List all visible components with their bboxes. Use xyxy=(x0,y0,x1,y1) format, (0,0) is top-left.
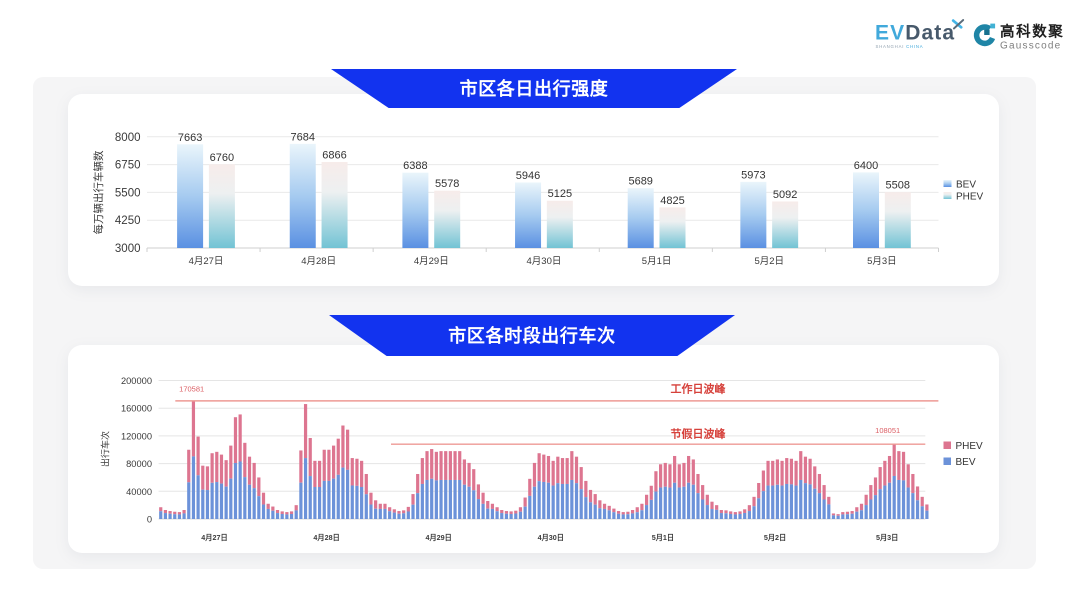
svg-text:BEV: BEV xyxy=(956,180,976,191)
svg-text:4月30日: 4月30日 xyxy=(538,533,564,542)
svg-text:4月30日: 4月30日 xyxy=(527,256,562,267)
svg-text:6750: 6750 xyxy=(115,160,141,172)
svg-text:5500: 5500 xyxy=(115,187,141,199)
svg-text:0: 0 xyxy=(147,515,152,525)
svg-text:7684: 7684 xyxy=(291,131,315,143)
svg-text:170581: 170581 xyxy=(179,385,204,394)
svg-text:SHANGHAI CHINA: SHANGHAI CHINA xyxy=(876,44,924,49)
svg-text:4月29日: 4月29日 xyxy=(426,533,452,542)
svg-text:4月27日: 4月27日 xyxy=(201,533,227,542)
svg-text:4月28日: 4月28日 xyxy=(301,256,336,267)
svg-text:7663: 7663 xyxy=(178,132,202,144)
svg-text:4250: 4250 xyxy=(115,215,141,227)
svg-text:节假日波峰: 节假日波峰 xyxy=(671,427,727,441)
svg-text:5月3日: 5月3日 xyxy=(867,256,897,267)
svg-text:出行车次: 出行车次 xyxy=(100,431,111,467)
svg-text:5973: 5973 xyxy=(741,169,765,181)
svg-text:5689: 5689 xyxy=(628,176,652,188)
svg-text:每万辆出行车辆数: 每万辆出行车辆数 xyxy=(92,150,105,234)
svg-text:6760: 6760 xyxy=(210,152,234,164)
svg-text:160000: 160000 xyxy=(121,404,152,414)
svg-text:6866: 6866 xyxy=(322,150,346,162)
svg-text:6400: 6400 xyxy=(854,160,878,172)
svg-text:40000: 40000 xyxy=(126,487,152,497)
svg-text:4月29日: 4月29日 xyxy=(414,256,449,267)
svg-text:高科数聚: 高科数聚 xyxy=(1000,23,1064,41)
svg-text:5月3日: 5月3日 xyxy=(876,533,898,542)
svg-text:5092: 5092 xyxy=(773,189,797,201)
svg-text:120000: 120000 xyxy=(121,431,152,441)
svg-text:PHEV: PHEV xyxy=(956,192,984,203)
svg-text:5508: 5508 xyxy=(886,180,910,192)
svg-text:80000: 80000 xyxy=(126,459,152,469)
svg-text:5月2日: 5月2日 xyxy=(764,533,786,542)
svg-text:3000: 3000 xyxy=(115,243,141,255)
svg-text:6388: 6388 xyxy=(403,160,427,172)
svg-text:8000: 8000 xyxy=(115,132,141,144)
svg-text:BEV: BEV xyxy=(956,457,976,468)
svg-text:5578: 5578 xyxy=(435,178,459,190)
svg-text:工作日波峰: 工作日波峰 xyxy=(671,382,727,396)
svg-text:EVData: EVData xyxy=(875,22,955,45)
svg-text:Gausscode: Gausscode xyxy=(1000,41,1061,52)
svg-text:108051: 108051 xyxy=(875,426,900,435)
svg-text:4月27日: 4月27日 xyxy=(189,256,224,267)
svg-text:5946: 5946 xyxy=(516,170,540,182)
svg-text:4月28日: 4月28日 xyxy=(313,533,339,542)
svg-text:PHEV: PHEV xyxy=(956,441,984,452)
svg-text:200000: 200000 xyxy=(121,376,152,386)
svg-text:5月1日: 5月1日 xyxy=(652,533,674,542)
svg-text:4825: 4825 xyxy=(660,195,684,207)
svg-text:5125: 5125 xyxy=(548,188,572,200)
svg-text:5月1日: 5月1日 xyxy=(642,256,672,267)
svg-text:5月2日: 5月2日 xyxy=(754,256,784,267)
